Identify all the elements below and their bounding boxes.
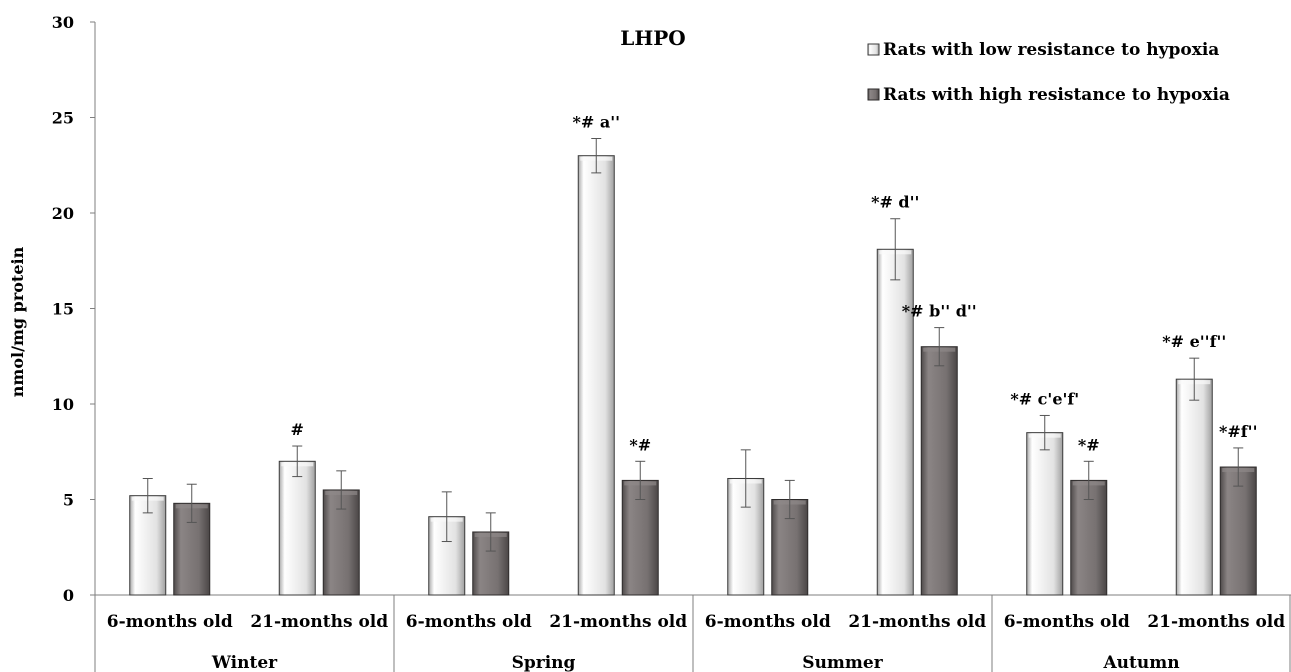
group-label: Winter [211,653,278,672]
group-label: Summer [802,653,883,672]
x-tick-label: 6-months old [705,612,831,632]
y-tick-label: 25 [52,109,74,128]
x-tick-label: 6-months old [107,612,233,632]
legend-swatch [867,88,880,101]
bar-annotation: *# e''f'' [1162,332,1226,351]
bar [920,346,958,596]
bar-annotation: *#f'' [1219,422,1257,441]
y-tick-label: 20 [52,204,74,223]
y-tick-label: 15 [52,300,74,319]
bar [876,248,914,596]
x-tick-label: 21-months old [250,612,388,632]
x-tick-label: 21-months old [1147,612,1285,632]
x-tick-label: 21-months old [549,612,687,632]
y-tick-label: 30 [52,13,74,32]
legend-swatch [867,43,880,56]
bars [129,138,1257,596]
bar [278,460,316,596]
bar [1070,479,1108,596]
x-tick-label: 6-months old [406,612,532,632]
bar-annotation: *# b'' d'' [902,302,977,321]
group-label: Autumn [1102,653,1179,672]
bar-annotation: *# c'e'f' [1010,389,1079,408]
y-tick-label: 5 [63,491,74,510]
axes [90,21,1291,672]
labels: 0 5 10 15 20 25 30 6-months old 21-months old 6-m… [52,13,1286,672]
bar [1175,378,1213,596]
y-tick-label: 10 [52,395,74,414]
y-tick-label: 0 [63,586,74,605]
bar-annotation: *# a'' [572,113,620,132]
legend: Rats with low resistance to hypoxia Rats … [867,40,1230,105]
bar-annotation: # [291,420,304,439]
bar-annotation: *# d'' [871,193,919,212]
bar [1219,466,1257,596]
legend-label: Rats with high resistance to hypoxia [883,85,1230,105]
bar [1026,432,1064,596]
group-label: Spring [512,653,576,672]
legend-label: Rats with low resistance to hypoxia [883,40,1219,60]
x-tick-label: 6-months old [1004,612,1130,632]
chart-title: LHPO [620,26,685,50]
bar [577,155,615,596]
x-tick-label: 21-months old [848,612,986,632]
y-axis-label: nmol/mg protein [8,246,27,397]
bar [129,495,167,596]
bar-annotation: *# [1078,435,1100,454]
bar-annotation: *# [629,435,651,454]
